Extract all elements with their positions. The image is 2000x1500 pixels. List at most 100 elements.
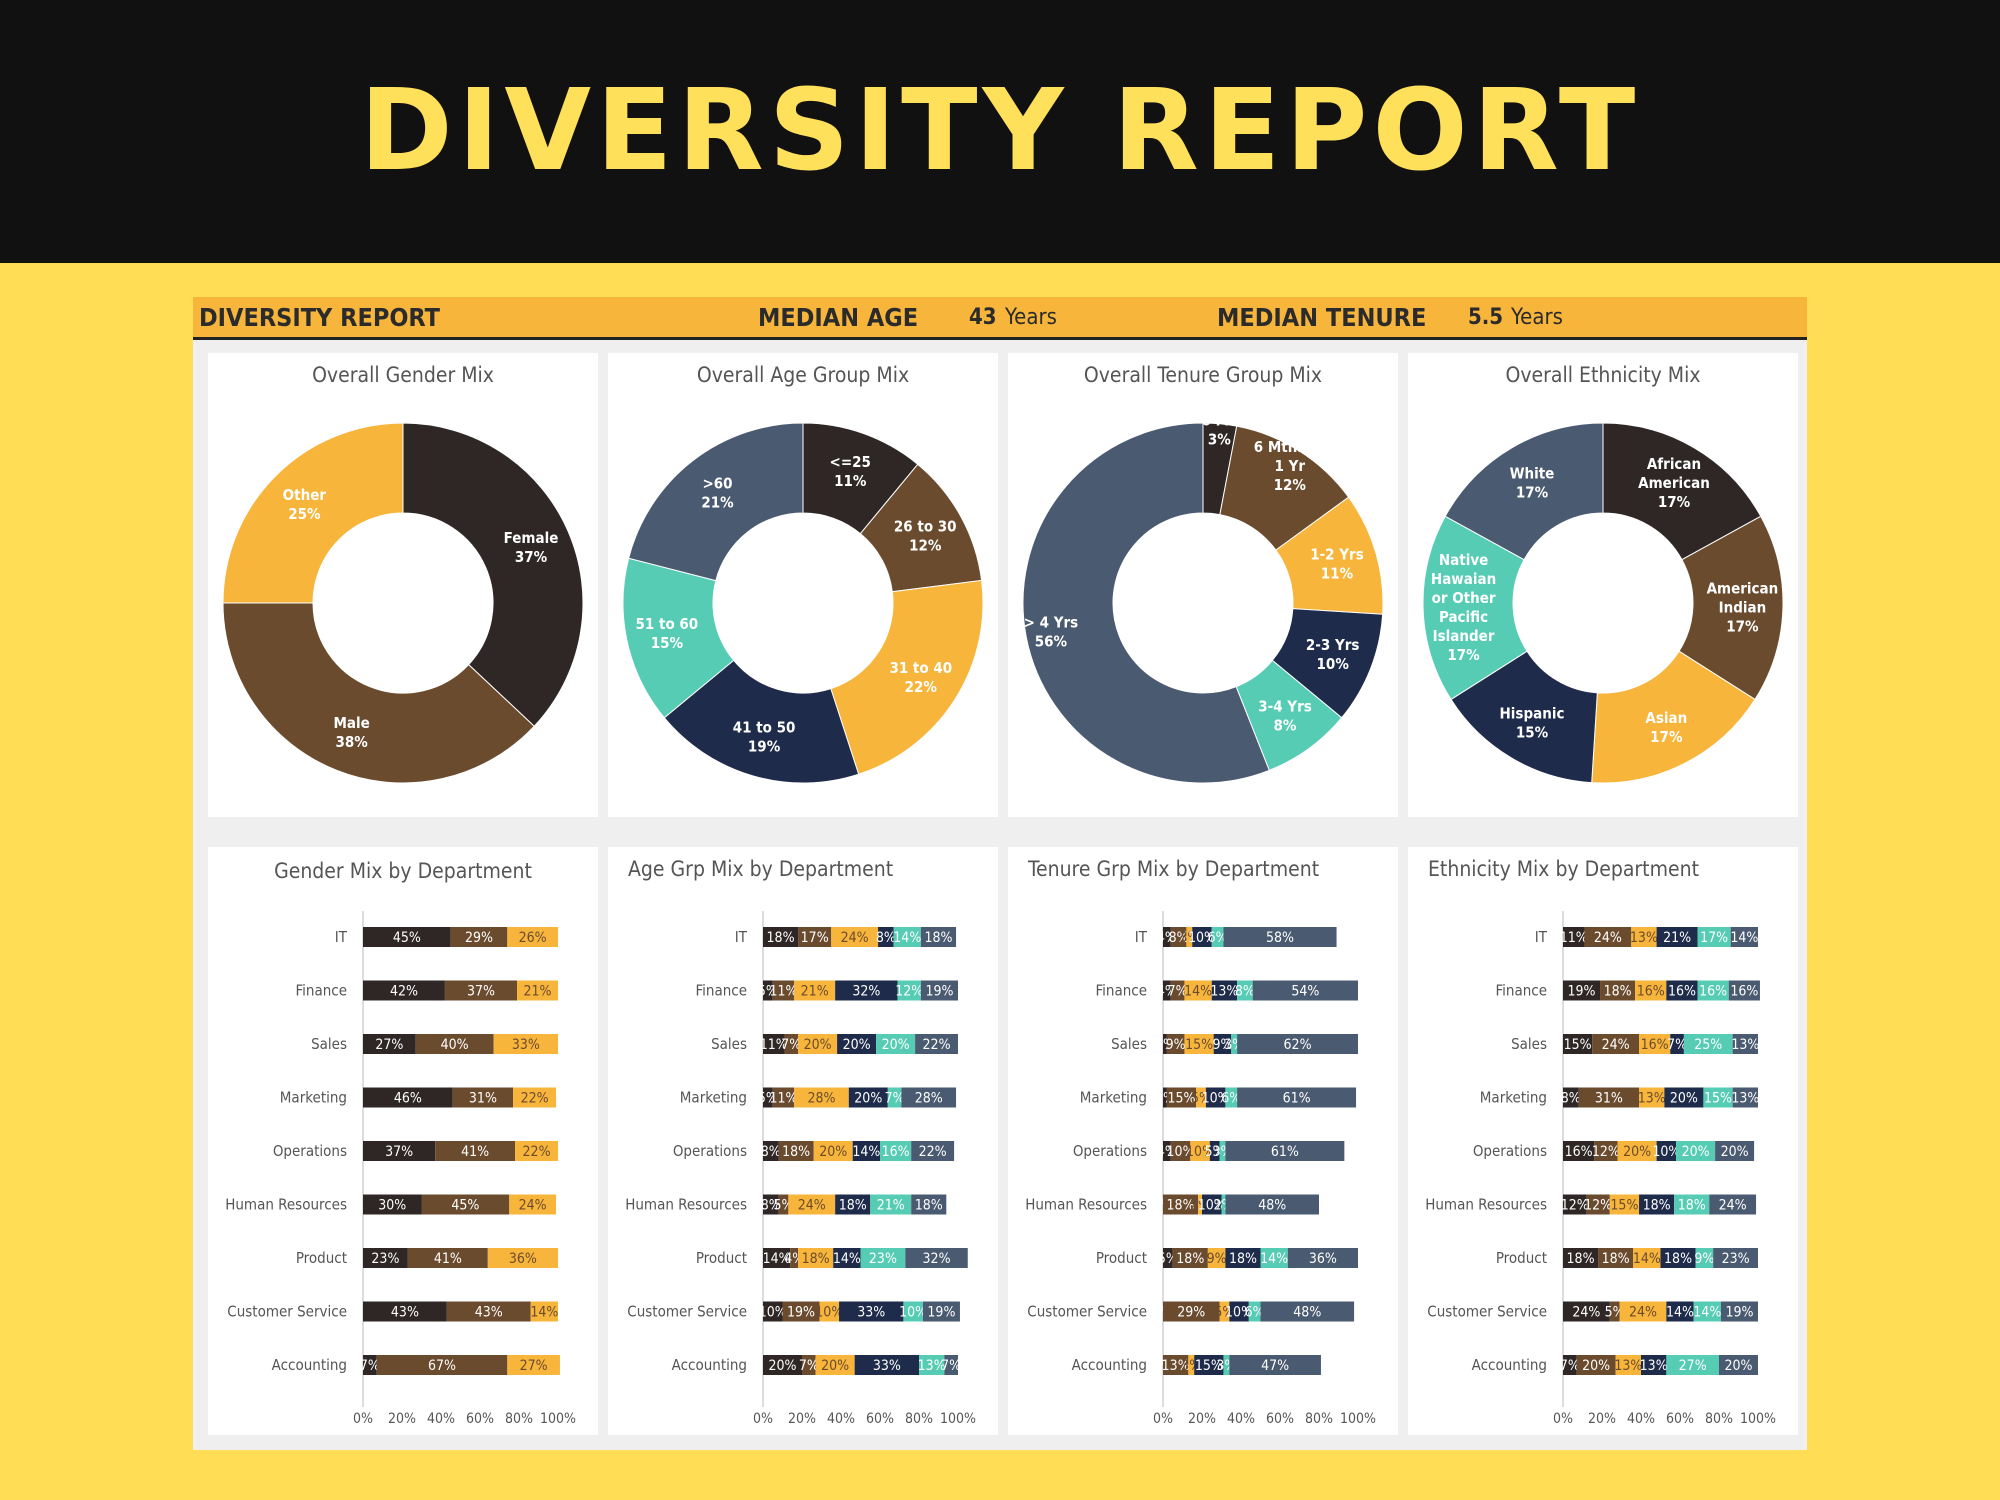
category-label: Product xyxy=(696,1249,747,1267)
bar-value-label: 7% xyxy=(781,1037,801,1053)
slice-label: 1-2 Yrs 11% xyxy=(1310,546,1364,583)
bar-segment xyxy=(517,980,558,1001)
bar-value-label: 9% xyxy=(1207,1251,1227,1267)
bar-value-label: 14% xyxy=(1693,1305,1721,1321)
x-tick-label: 60% xyxy=(1266,1411,1294,1427)
bar-segment xyxy=(415,1034,494,1054)
slice-label: 3-4 Yrs 8% xyxy=(1258,697,1312,734)
category-label: IT xyxy=(1135,928,1148,946)
bar-segment xyxy=(1163,927,1171,947)
bar-value-label: 30% xyxy=(378,1198,406,1214)
category-label: Finance xyxy=(1495,982,1547,1000)
x-tick-label: 0% xyxy=(1553,1411,1573,1427)
bar-value-label: 18% xyxy=(767,930,795,946)
bar-value-label: 27% xyxy=(375,1037,403,1053)
bar-value-label: 24% xyxy=(1572,1305,1600,1321)
bar-segment xyxy=(1287,1248,1358,1268)
bar-segment xyxy=(1600,980,1636,1001)
bar-value-label: 15% xyxy=(1704,1091,1732,1107)
bar-segment xyxy=(363,1034,416,1054)
bar-segment xyxy=(833,1248,861,1268)
bar-value-label: 6% xyxy=(1221,1091,1241,1107)
tenure-by-department-panel: IT 4% 8% 3% 10% 6% 58% Finance 4% 7% 14% 13% 8% 54% Sa… xyxy=(1008,847,1398,1435)
donut-slice xyxy=(1444,422,1604,561)
bar-value-label: 11% xyxy=(769,984,797,1000)
bar-value-label: 27% xyxy=(1679,1358,1707,1374)
bar-value-label: 20% xyxy=(821,1358,849,1374)
bar-value-label: 10% xyxy=(1167,1144,1195,1160)
bar-value-label: 7% xyxy=(1667,1037,1687,1053)
bar-segment xyxy=(1184,980,1212,1001)
age-by-department-panel: IT 18% 17% 24% 8% 14% 18% Finance 5% 11% 21% 32% 12%… xyxy=(608,847,998,1435)
bar-segment xyxy=(1188,1355,1195,1375)
bar-value-label: 10% xyxy=(815,1305,843,1321)
slice-label: 51 to 60 15% xyxy=(636,615,699,652)
bar-segment xyxy=(790,1248,799,1268)
bar-value-label: 12% xyxy=(1561,1198,1589,1214)
bar-value-label: 18% xyxy=(1678,1198,1706,1214)
slice-label: Native Hawaian or Other Pacific Islander 17% xyxy=(1431,551,1496,664)
bar-segment xyxy=(763,1355,802,1375)
age-group-mix-panel: <=25 11% 26 to 30 12% 31 to 40 22% 41 to 50 19%… xyxy=(608,353,998,817)
category-label: Sales xyxy=(1511,1035,1547,1053)
category-label: Operations xyxy=(273,1142,347,1160)
chart-title: Overall Age Group Mix xyxy=(696,363,910,387)
bar-segment xyxy=(839,1301,904,1322)
bar-segment xyxy=(1619,1301,1667,1322)
donut-slice xyxy=(830,579,984,775)
bar-segment xyxy=(831,927,879,947)
bar-segment xyxy=(1660,1248,1696,1268)
bar-segment xyxy=(1615,1355,1641,1375)
bar-segment xyxy=(1194,1355,1224,1375)
report-header: DIVERSITY REPORT MEDIAN AGE 43 Years MED… xyxy=(193,297,1807,340)
x-tick-label: 100% xyxy=(540,1411,576,1427)
bar-segment xyxy=(763,1301,783,1322)
donut-chart: African American 17% American Indian 17% Asian… xyxy=(1422,422,1784,784)
bar-value-label: 6% xyxy=(1208,930,1228,946)
bar-value-label: 21% xyxy=(1663,930,1691,946)
donut-slice xyxy=(1678,515,1784,701)
bar-segment xyxy=(1223,927,1337,947)
bar-segment xyxy=(778,1141,814,1161)
bar-segment xyxy=(1196,1087,1206,1108)
median-age-unit: Years xyxy=(1005,305,1057,330)
bar-segment xyxy=(798,1034,838,1054)
category-label: Operations xyxy=(1073,1142,1147,1160)
bar-value-label: 13% xyxy=(1731,1037,1759,1053)
bar-segment xyxy=(363,1087,453,1108)
bar-value-label: 13% xyxy=(1630,930,1658,946)
bar-value-label: 24% xyxy=(1719,1198,1747,1214)
bar-segment xyxy=(1639,1087,1665,1108)
donut-slice xyxy=(222,602,535,784)
bar-segment xyxy=(507,1355,560,1375)
bar-segment xyxy=(363,1248,408,1268)
bar-segment xyxy=(1225,1141,1345,1161)
bar-segment xyxy=(1186,927,1193,947)
bar-segment xyxy=(835,1194,871,1215)
bar-value-label: 7% xyxy=(885,1091,905,1107)
bar-segment xyxy=(1670,1034,1684,1054)
bar-value-label: 20% xyxy=(843,1037,871,1053)
x-tick-label: 20% xyxy=(1188,1411,1216,1427)
bar-value-label: 8% xyxy=(761,1144,781,1160)
bar-segment xyxy=(1563,1301,1610,1322)
bar-value-label: 11% xyxy=(760,1037,788,1053)
category-label: IT xyxy=(335,928,348,946)
bar-value-label: 61% xyxy=(1283,1091,1311,1107)
bar-segment xyxy=(915,1034,958,1054)
bar-segment xyxy=(1211,927,1224,947)
bar-segment xyxy=(493,1034,558,1054)
x-tick-label: 80% xyxy=(505,1411,533,1427)
bar-segment xyxy=(1260,1301,1355,1322)
bar-segment xyxy=(903,1301,923,1322)
bar-segment xyxy=(1219,1141,1226,1161)
x-tick-label: 100% xyxy=(1340,1411,1376,1427)
bar-value-label: 18% xyxy=(1643,1198,1671,1214)
bar-value-label: 22% xyxy=(521,1091,549,1107)
bar-value-label: 54% xyxy=(1291,984,1319,1000)
x-tick-label: 80% xyxy=(905,1411,933,1427)
bar-segment xyxy=(905,1248,968,1268)
bar-segment xyxy=(1676,1141,1716,1161)
bar-value-label: 20% xyxy=(1682,1144,1710,1160)
category-label: Accounting xyxy=(272,1356,347,1374)
